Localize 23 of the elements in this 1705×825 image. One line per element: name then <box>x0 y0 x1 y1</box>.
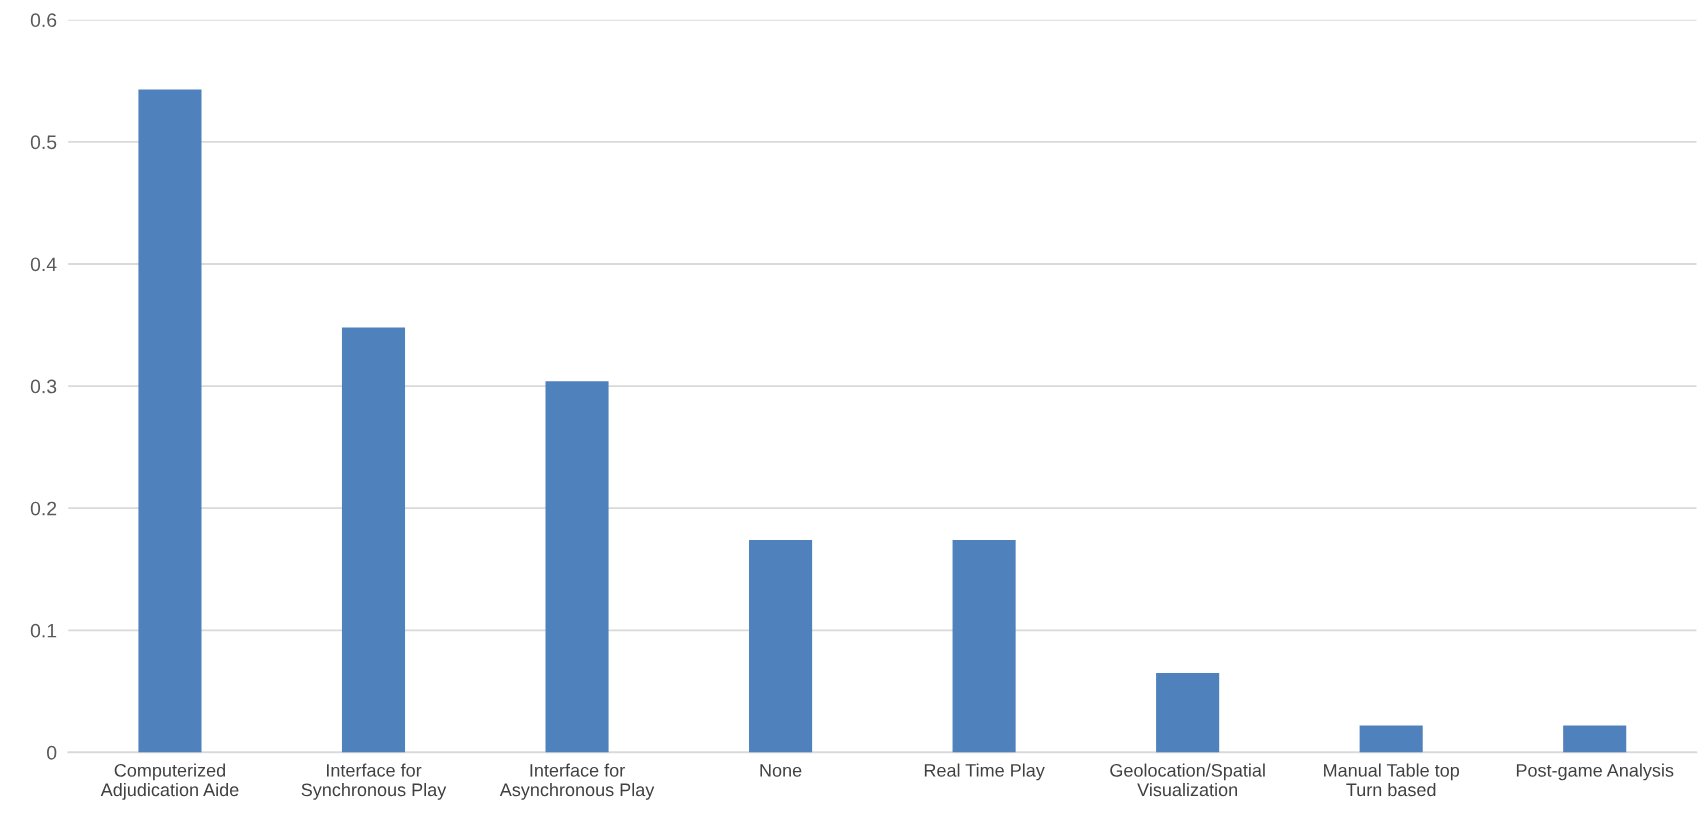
y-tick-label: 0.3 <box>30 379 57 394</box>
bar <box>952 539 1016 753</box>
y-tick-label: 0 <box>47 745 57 760</box>
bar <box>341 327 406 753</box>
y-tick-label: 0.6 <box>30 13 57 28</box>
bar <box>1359 725 1423 753</box>
x-tick-label: Post-game Analysis <box>1516 763 1674 781</box>
x-tick-label: Computerized Adjudication Aide <box>100 763 239 800</box>
bar <box>545 381 609 753</box>
y-tick-label: 0.5 <box>30 135 57 150</box>
bar <box>138 89 202 753</box>
y-tick-label: 0.2 <box>30 501 57 516</box>
y-tick-label: 0.1 <box>30 623 57 638</box>
x-tick-label: Interface for Asynchronous Play <box>499 763 655 800</box>
bar <box>1563 725 1627 753</box>
x-tick-label: Manual Table top Turn based <box>1324 763 1460 797</box>
x-tick-label: Interface for Synchronous Play <box>301 763 447 800</box>
bar <box>749 539 813 753</box>
x-tick-label: None <box>760 764 802 777</box>
y-tick-label: 0.4 <box>30 257 57 272</box>
x-tick-label: Geolocation/Spatial Visualization <box>1110 763 1265 797</box>
bar <box>1156 673 1220 753</box>
x-tick-label: Real Time Play <box>924 763 1045 781</box>
